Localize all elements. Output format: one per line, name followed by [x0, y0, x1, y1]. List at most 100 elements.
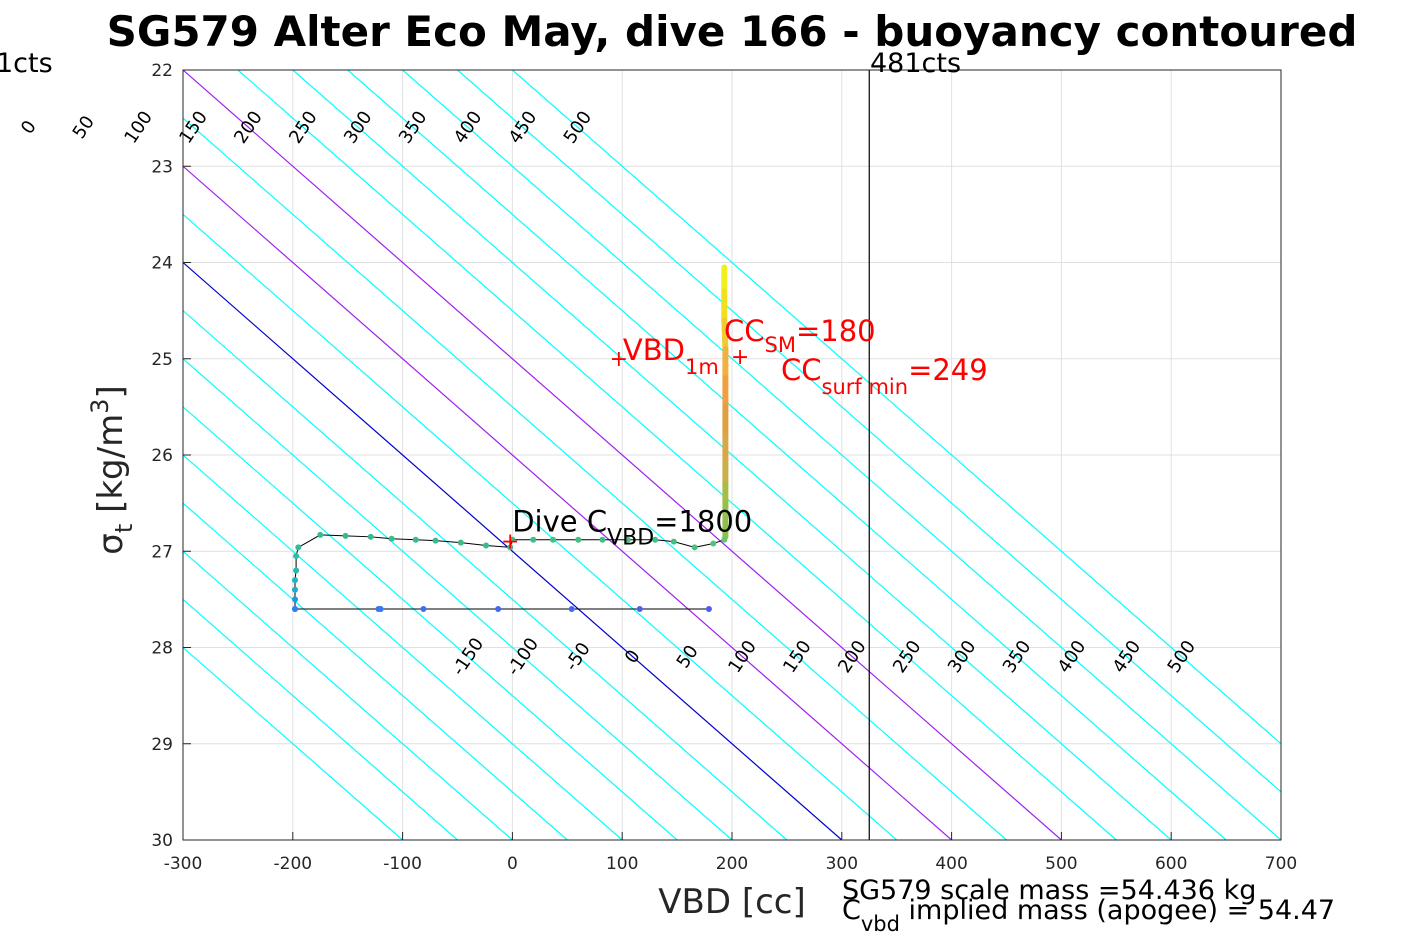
y-tick-labels: 22 23 24 25 26 27 28 29 30: [151, 61, 191, 851]
contour-line-150: [183, 117, 1007, 840]
contour-line--350: [183, 598, 458, 840]
implied-mass-text: Cvbd implied mass (apogee) = 54.47: [842, 895, 1335, 936]
trace-point: [412, 536, 419, 543]
trace-point: [636, 606, 643, 612]
x-tick-label: 700: [1265, 854, 1297, 874]
y-label-close: ]: [91, 385, 131, 398]
chart-title: SG579 Alter Eco May, dive 166 - buoyancy…: [107, 7, 1358, 56]
x-tick-label: 500: [1045, 854, 1077, 874]
surf-value: =249: [908, 353, 988, 387]
trace-point: [291, 577, 298, 584]
surf-main: CC: [781, 353, 822, 387]
contour-line-300: [292, 70, 1172, 840]
trace-point: [388, 535, 395, 542]
contour-line-200: [183, 70, 1062, 840]
trace-point: [495, 606, 502, 612]
trace-point: [568, 606, 575, 612]
x-tick-label: -300: [164, 854, 203, 874]
implied-main: C: [842, 895, 861, 926]
contour-label-top: 0: [17, 117, 41, 138]
trace-point: [530, 536, 537, 543]
trace-point: [457, 539, 464, 546]
trace-point: [293, 567, 300, 574]
trace-point: [710, 540, 717, 547]
trace-point: [367, 533, 374, 540]
contour-line-350: [347, 70, 1227, 840]
vline-label: 481cts: [870, 48, 961, 79]
contour-line--100: [183, 357, 733, 840]
cc-sm-sub: SM: [765, 333, 796, 357]
trace-point: [507, 544, 514, 551]
implied-sub: vbd: [861, 912, 900, 936]
trace-point: [420, 606, 427, 612]
x-tick-label: 400: [935, 854, 967, 874]
contour-line-0: [183, 261, 843, 840]
trace-point: [705, 606, 712, 612]
trace-point: [291, 606, 298, 612]
contour-line--300: [183, 550, 513, 840]
trace-point: [550, 536, 557, 543]
y-tick-label: 30: [151, 831, 173, 851]
trace-point: [293, 553, 300, 560]
dive-cvbd-annotation: Dive CVBD=1800: [512, 505, 752, 551]
trace-point: [377, 606, 384, 612]
trace-point: [509, 536, 516, 543]
cc-sm-annotation: CCSM=180: [724, 314, 876, 357]
y-label-sigma: σ: [91, 533, 131, 555]
surf-sub: surf min: [822, 375, 909, 399]
trace-point: [691, 544, 698, 551]
contour-line-100: [183, 165, 952, 840]
contour-line--50: [183, 309, 788, 840]
y-tick-label: 23: [151, 157, 173, 177]
trace-point: [317, 531, 324, 538]
trace-point: [342, 532, 349, 539]
implied-rest: implied mass (apogee) = 54.47: [900, 895, 1335, 926]
y-label-sup: 3: [86, 399, 114, 414]
contour-line-450: [457, 70, 1281, 793]
trace-point: [599, 536, 606, 543]
trace-point: [575, 536, 582, 543]
scale-mass-text: SG579 scale mass =54.436 kg: [842, 875, 1256, 906]
x-tick-labels: -300 -200 -100 0 100 200 300 400 500 600 700: [164, 832, 1297, 874]
cc-sm-eq: =180: [796, 314, 876, 348]
dive-value: =1800: [654, 505, 752, 539]
contour-line--250: [183, 502, 568, 840]
x-tick-label: 0: [507, 854, 518, 874]
trace-point: [483, 542, 490, 549]
x-tick-label: 100: [606, 854, 638, 874]
contour-line-250: [237, 70, 1117, 840]
trace-point: [432, 537, 439, 544]
dive-traces: [291, 264, 729, 612]
x-tick-label: -200: [274, 854, 313, 874]
y-label-sub: t: [110, 524, 138, 533]
trace-point: [721, 536, 728, 543]
dive-main: Dive C: [512, 505, 607, 539]
contour-line-50: [183, 213, 898, 840]
top-left-cts-label: 1cts: [0, 48, 53, 79]
contour-line-500: [512, 70, 1281, 745]
y-tick-label: 25: [151, 350, 173, 370]
x-axis-label: VBD [cc]: [658, 882, 806, 922]
trace-point: [291, 586, 298, 593]
contour-label-top: 100: [120, 107, 157, 147]
y-tick-label: 29: [151, 735, 173, 755]
trace-point: [624, 536, 631, 543]
dive-cvbd-marker: +: [501, 530, 519, 555]
y-tick-label: 26: [151, 446, 173, 466]
trace-point: [291, 596, 298, 603]
ascent-segment: [721, 317, 729, 353]
x-tick-label: 200: [716, 854, 748, 874]
x-tick-label: -100: [383, 854, 422, 874]
cc-sm-marker: +: [731, 345, 749, 370]
contour-line--200: [183, 454, 623, 840]
x-tick-label: 300: [826, 854, 858, 874]
trace-point: [670, 538, 677, 545]
contour-label-top: 50: [69, 112, 99, 143]
trace-point: [295, 544, 302, 551]
y-axis-label: σt [kg/m3]: [86, 385, 138, 554]
vbd-1m-marker: +: [610, 347, 628, 372]
cc-sm-main: CC: [724, 314, 765, 348]
contour-line--150: [183, 406, 678, 840]
contour-line-400: [402, 70, 1281, 840]
